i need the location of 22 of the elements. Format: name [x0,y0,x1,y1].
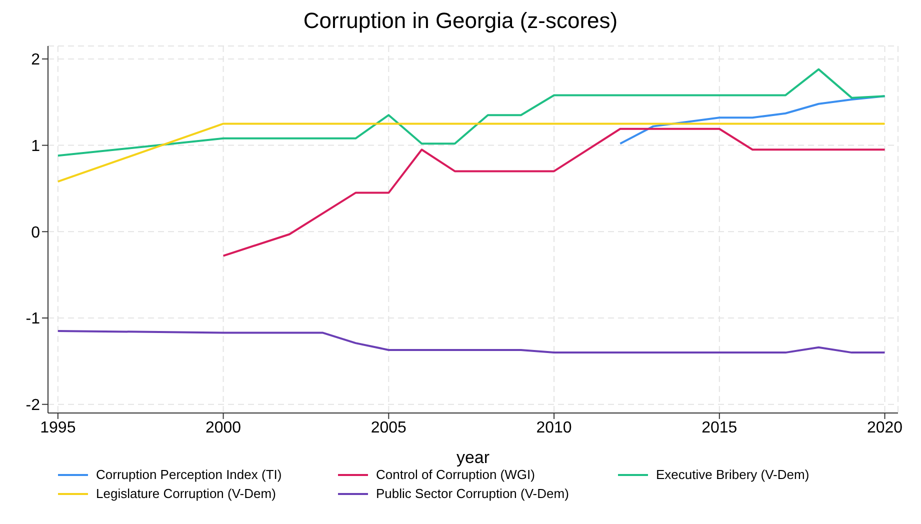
y-tick-label: 2 [31,52,40,69]
line-series [56,68,886,157]
legend-label: Executive Bribery (V-Dem) [656,467,810,482]
x-tick-label: 1995 [40,419,76,436]
x-tick-label: 2020 [866,419,903,436]
legend-label: Corruption Perception Index (TI) [96,467,282,482]
legend-label: Public Sector Corruption (V-Dem) [376,486,569,501]
x-tick-label: 2015 [702,419,738,436]
x-tick-label: 2005 [370,419,407,436]
y-tick-label: -2 [26,397,40,414]
x-axis-title: year [456,448,490,467]
x-tick-label: 2000 [205,419,242,436]
y-tick-label: -1 [26,310,40,328]
legend-label: Control of Corruption (WGI) [376,467,535,482]
line-series [619,95,886,145]
x-tick-label: 2010 [536,419,572,436]
y-tick-label: 1 [31,138,40,155]
line-series [222,128,886,257]
legend-label: Legislature Corruption (V-Dem) [96,486,276,501]
y-tick-label: 0 [31,224,40,242]
chart-title: Corruption in Georgia (z-scores) [302,8,619,35]
line-series [56,330,886,354]
